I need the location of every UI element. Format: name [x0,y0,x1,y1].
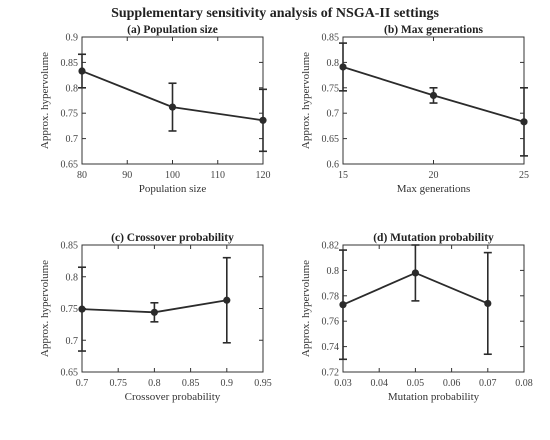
x-tick-label: 0.07 [479,378,497,389]
y-tick-label: 0.8 [66,83,79,94]
chart-panel-1: (a) Population size 80 90 100 110 120 0.65 0.7 0… [39,24,271,195]
y-tick-label: 0.65 [322,134,340,145]
y-tick-label: 0.6 [327,160,340,171]
data-point [78,305,86,313]
y-tick-label: 0.74 [322,342,340,353]
x-tick-label: 25 [519,170,529,181]
x-axis-label: Max generations [397,183,471,195]
x-tick-label: 20 [429,170,439,181]
chart-panel-2: (b) Max generations 15 20 25 0.6 0.65 0.7 0.75 0… [300,24,529,195]
data-point [259,116,267,124]
figure-title: Supplementary sensitivity analysis of NS… [111,6,439,21]
y-tick-label: 0.85 [61,241,79,252]
data-point [78,67,86,75]
y-axis-label: Approx. hypervolume [39,52,51,149]
x-tick-label: 15 [338,170,348,181]
x-tick-label: 80 [77,170,87,181]
data-point [223,296,231,304]
y-tick-label: 0.9 [66,33,79,44]
x-tick-label: 0.75 [109,378,127,389]
data-point [484,299,492,308]
x-tick-label: 120 [256,170,271,181]
x-tick-label: 100 [165,170,180,181]
y-tick-label: 0.76 [322,317,340,328]
y-tick-label: 0.85 [61,58,79,69]
y-tick-label: 0.72 [322,368,340,379]
panel-title: (a) Population size [127,24,218,36]
x-axis-label: Crossover probability [125,391,221,403]
x-tick-label: 110 [210,170,225,181]
data-point [339,301,347,309]
data-point [168,103,177,111]
y-tick-label: 0.7 [66,336,79,347]
y-axis-label: Approx. hypervolume [39,260,51,357]
plot-frame [342,244,525,373]
x-tick-label: 90 [122,170,132,181]
chart-panel-3: (c) Crossover probability 0.7 0.75 0.8 0.85 0… [39,232,272,403]
y-tick-label: 0.7 [327,109,340,120]
data-point [339,63,347,71]
x-axis-label: Mutation probability [388,391,480,403]
x-tick-label: 0.06 [443,378,461,389]
y-tick-label: 0.8 [327,58,340,69]
y-tick-label: 0.82 [322,241,340,252]
y-tick-label: 0.65 [61,368,79,379]
panel-title: (d) Mutation probability [373,232,494,244]
x-tick-label: 0.85 [182,378,200,389]
x-axis-label: Population size [139,183,207,195]
x-tick-label: 0.9 [221,378,234,389]
y-axis-label: Approx. hypervolume [300,52,312,149]
x-tick-label: 0.95 [254,378,272,389]
panel-title: (c) Crossover probability [111,232,234,244]
y-tick-label: 0.85 [322,33,340,44]
y-axis-label: Approx. hypervolume [300,260,312,357]
x-tick-label: 0.08 [515,378,533,389]
y-tick-label: 0.75 [61,109,79,120]
y-tick-label: 0.65 [61,160,79,171]
x-tick-label: 0.05 [407,378,425,389]
panel-title: (b) Max generations [384,24,484,36]
x-tick-label: 0.8 [148,378,161,389]
data-point [411,269,419,277]
y-tick-label: 0.75 [61,304,79,315]
data-point [429,91,438,100]
chart-panel-4: (d) Mutation probability 0.03 0.04 0.05 0.06… [300,232,533,403]
data-point [150,308,158,316]
x-tick-label: 0.7 [76,378,89,389]
y-tick-label: 0.75 [322,83,340,94]
y-tick-label: 0.78 [322,291,340,302]
y-tick-label: 0.8 [66,272,79,283]
y-tick-label: 0.8 [327,266,340,277]
y-tick-label: 0.7 [66,134,79,145]
x-tick-label: 0.03 [334,378,352,389]
data-point [520,118,528,126]
x-tick-label: 0.04 [370,378,388,389]
